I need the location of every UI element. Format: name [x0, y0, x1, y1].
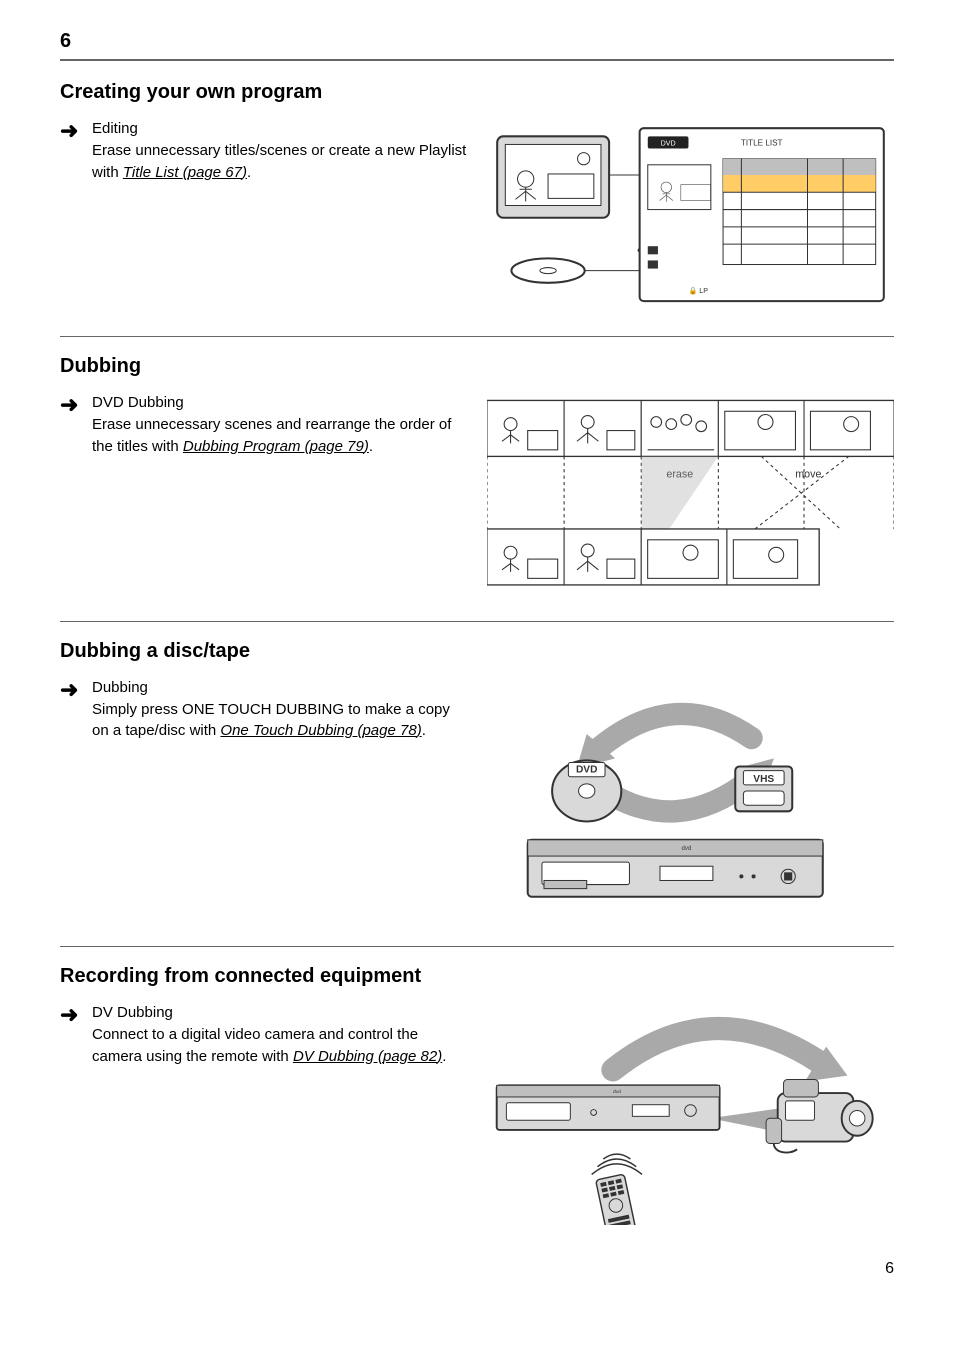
dubbing-label: Dubbing: [92, 679, 148, 696]
page-number-top: 6: [60, 30, 894, 53]
tape-badge: VHS: [753, 774, 774, 785]
section-rule-3: [60, 946, 894, 947]
editing-body: Erase unnecessary titles/scenes or creat…: [92, 140, 467, 184]
section-title-2: Dubbing: [60, 355, 894, 378]
dv-dubbing-body: Connect to a digital video camera and co…: [92, 1024, 467, 1068]
title-list-header: DVD: [661, 139, 676, 147]
dv-dubbing-link: DV Dubbing (page 82): [293, 1048, 442, 1065]
dubbing-body: Simply press ONE TOUCH DUBBING to make a…: [92, 699, 467, 743]
dubbing-program-link: Dubbing Program (page 79): [183, 438, 369, 455]
top-rule: [60, 59, 894, 61]
arrow-right-icon: ➜: [60, 1002, 78, 1027]
section-rule-1: [60, 336, 894, 337]
dvd-dubbing-label: DVD Dubbing: [92, 394, 184, 411]
dv-dubbing-label: DV Dubbing: [92, 1004, 173, 1021]
recorder-camcorder-illustration: dvd: [487, 1002, 894, 1230]
page-number-bottom: 6: [60, 1260, 894, 1278]
section-title-3: Dubbing a disc/tape: [60, 640, 894, 663]
arrow-right-icon: ➜: [60, 392, 78, 417]
dvd-dubbing-body: Erase unnecessary scenes and rearrange t…: [92, 414, 467, 458]
editing-label: Editing: [92, 120, 138, 137]
one-touch-dubbing-link: One Touch Dubbing (page 78): [220, 722, 421, 739]
dvd-vhs-illustration: DVD VHS dvd: [487, 677, 894, 926]
arrow-right-icon: ➜: [60, 677, 78, 702]
svg-text:dvd: dvd: [682, 845, 692, 852]
title-list-illustration: DVD TITLE LIST: [487, 118, 894, 316]
title-list-footer: 🔒 LP: [688, 286, 708, 295]
section-title-1: Creating your own program: [60, 81, 894, 104]
title-list-page-ref: (page 67): [183, 164, 247, 181]
arrow-right-icon: ➜: [60, 118, 78, 143]
section-title-4: Recording from connected equipment: [60, 965, 894, 988]
move-label: move: [795, 469, 821, 481]
section-rule-2: [60, 621, 894, 622]
scene-strip-illustration: erase move: [487, 392, 894, 601]
disc-badge: DVD: [576, 764, 597, 775]
svg-text:dvd: dvd: [613, 1089, 621, 1095]
title-list-title: TITLE LIST: [741, 138, 783, 147]
title-list-link: Title List (page 67): [123, 164, 247, 181]
